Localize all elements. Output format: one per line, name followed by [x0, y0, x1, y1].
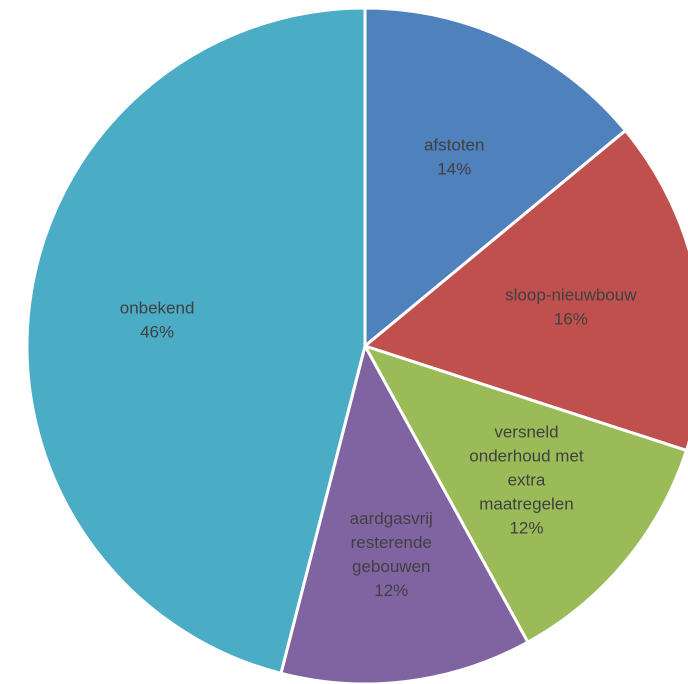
pie-slice-percent: 46%	[140, 323, 174, 342]
pie-slice-percent: 14%	[437, 159, 471, 178]
pie-slice-2	[363, 344, 688, 644]
pie-slices	[25, 6, 688, 684]
pie-slice-name-line: afstoten	[424, 135, 485, 154]
pie-slice-label-3: aardgasvrij resterende gebouwen 12%	[350, 509, 433, 600]
pie-slice-label-1: sloop-nieuwbouw 16%	[505, 286, 637, 329]
pie-slice-name-line: onderhoud met	[469, 447, 584, 466]
pie-slice-name-line: gebouwen	[352, 557, 430, 576]
pie-slice-name-line: aardgasvrij	[350, 509, 433, 528]
pie-slice-1	[363, 129, 688, 452]
pie-slice-percent: 16%	[554, 310, 588, 329]
pie-labels: afstoten 14% sloop-nieuwbouw 16% versneld ond…	[120, 135, 637, 600]
pie-slice-name-line: onbekend	[120, 299, 195, 318]
pie-slice-label-0: afstoten 14%	[424, 135, 485, 178]
pie-slice-label-2: versneld onderhoud met extra maatregelen 12%	[469, 423, 584, 538]
pie-slice-name-line: versneld	[494, 423, 558, 442]
pie-slice-4	[25, 6, 367, 675]
pie-slice-3	[279, 344, 530, 684]
pie-slice-percent: 12%	[509, 519, 543, 538]
pie-slice-percent: 12%	[374, 581, 408, 600]
pie-slice-name-line: maatregelen	[479, 495, 574, 514]
pie-slice-name-line: resterende	[351, 533, 432, 552]
pie-slice-0	[363, 6, 627, 348]
pie-slice-label-4: onbekend 46%	[120, 299, 195, 342]
pie-slice-name-line: sloop-nieuwbouw	[505, 286, 637, 305]
pie-slice-name-line: extra	[508, 471, 546, 490]
